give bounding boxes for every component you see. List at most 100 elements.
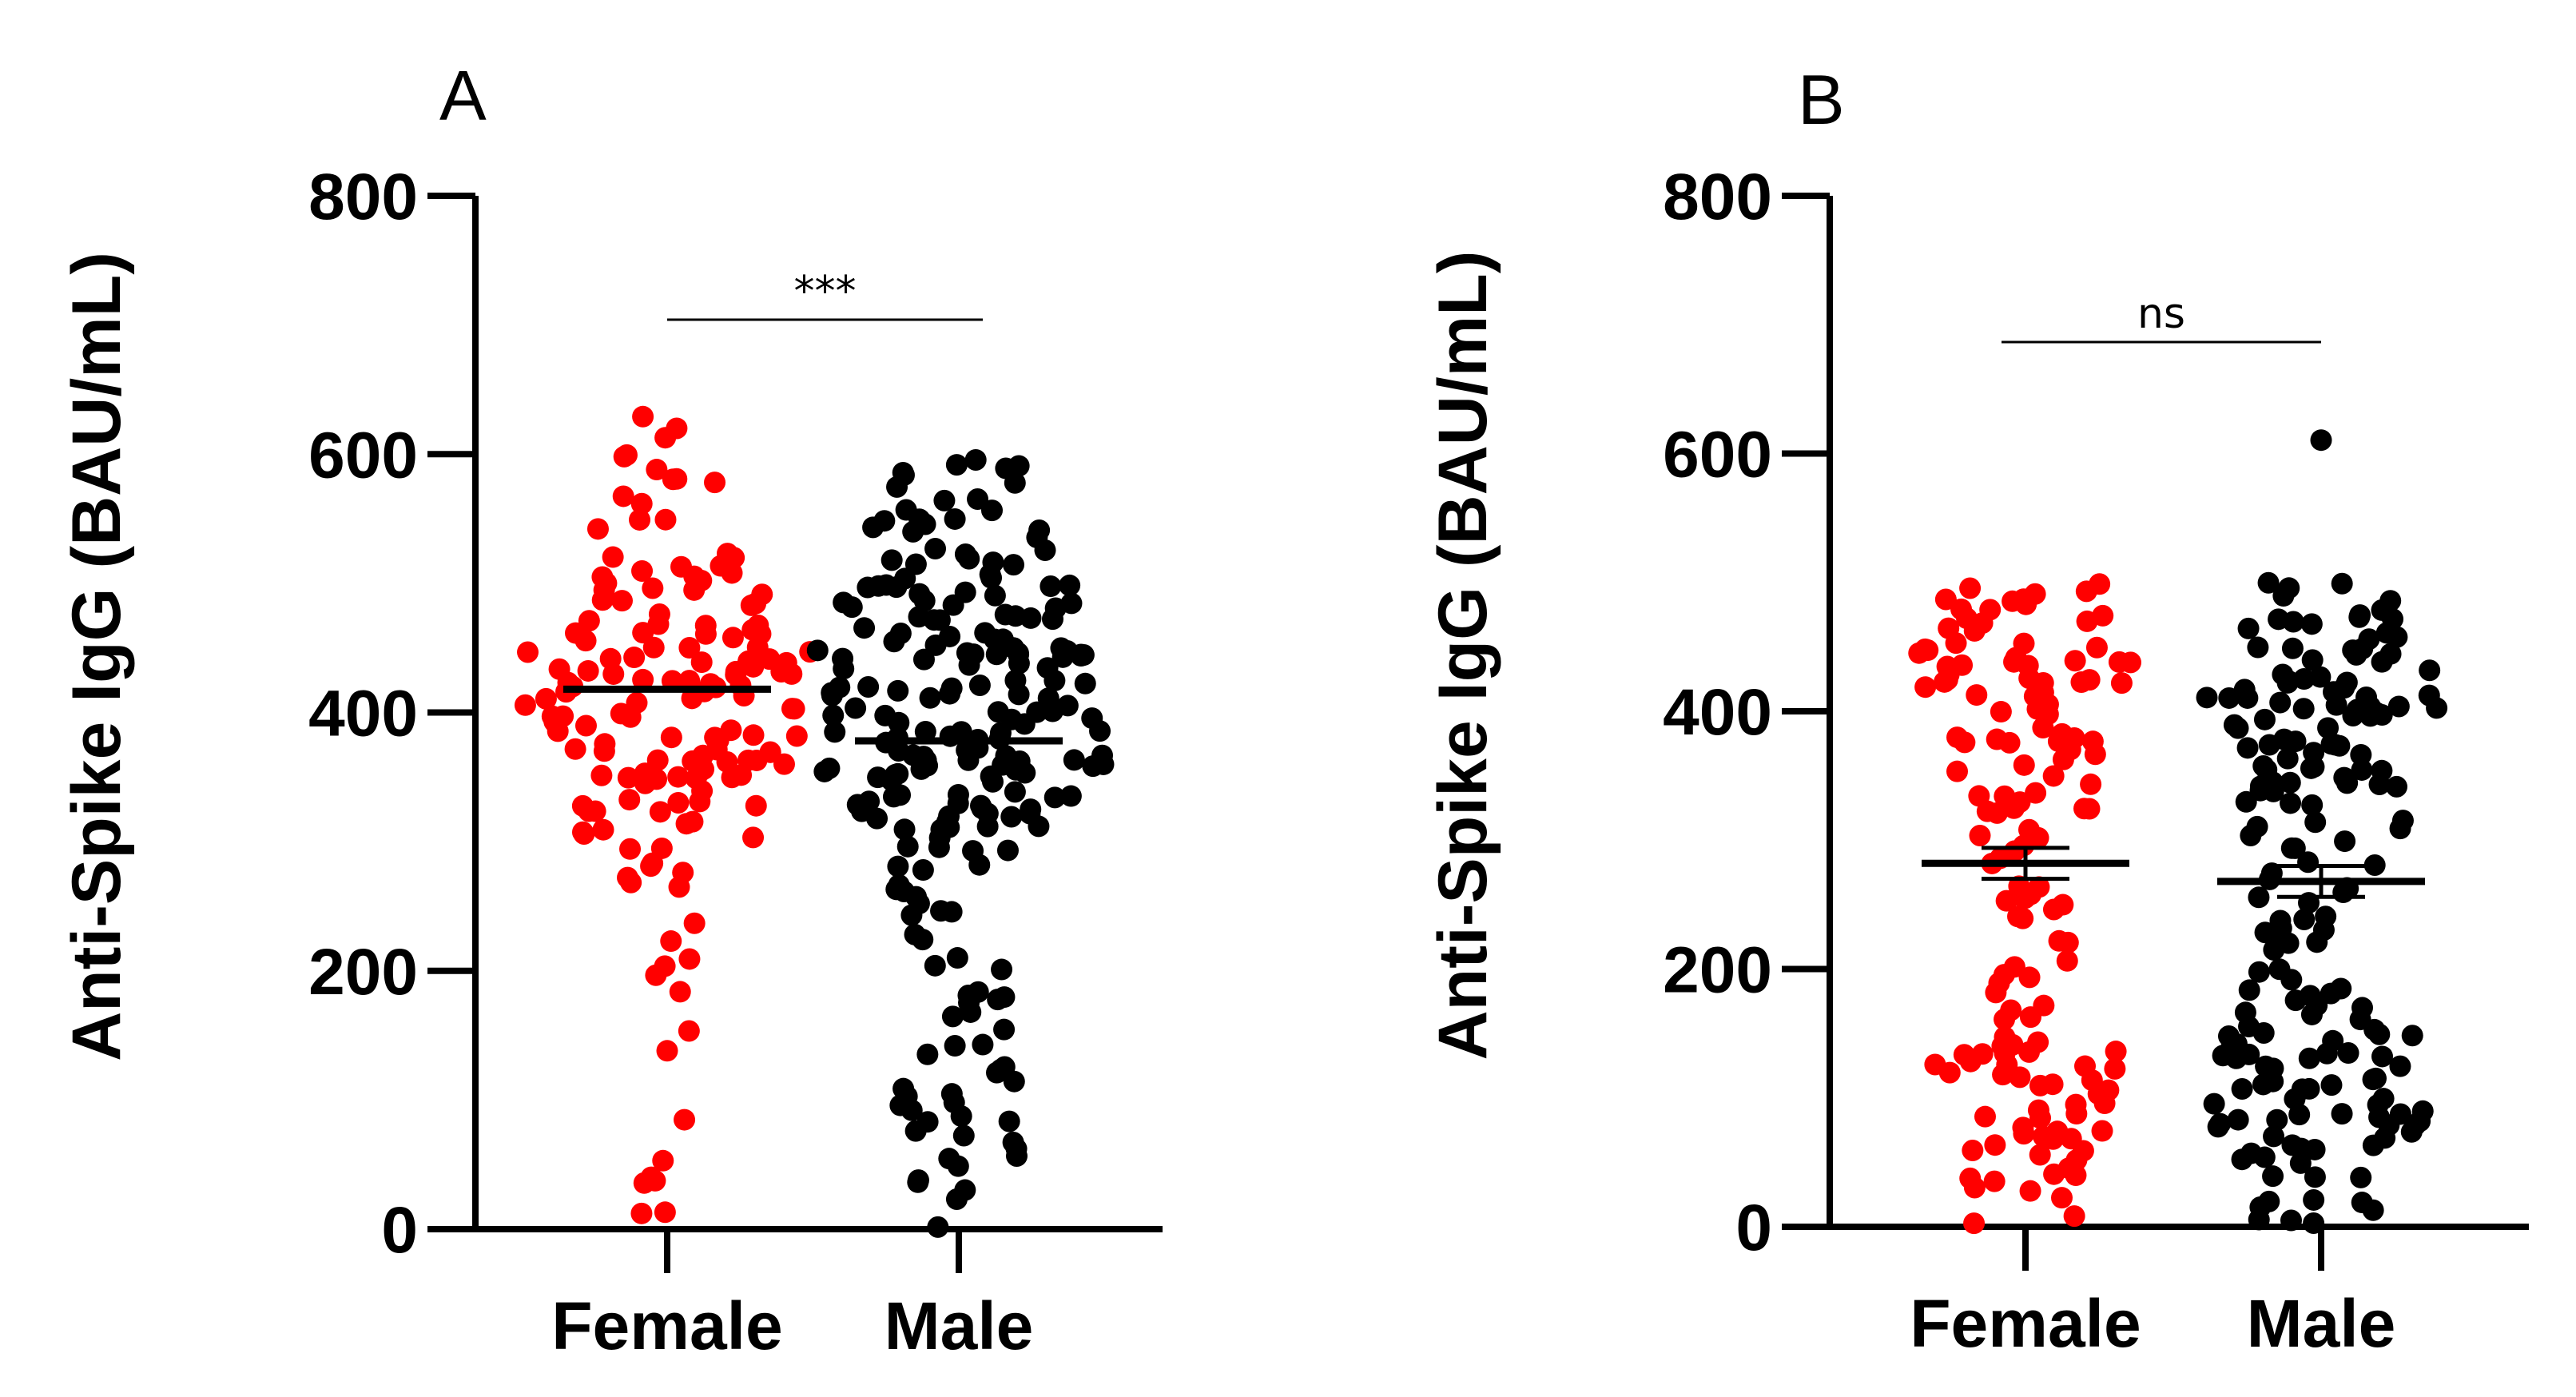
data-point <box>2331 572 2353 595</box>
data-point <box>924 634 947 656</box>
data-point <box>967 981 989 1003</box>
data-point <box>666 417 688 440</box>
data-point <box>2084 743 2106 766</box>
data-point <box>912 648 935 671</box>
data-point <box>938 1148 960 1170</box>
data-point <box>904 923 926 945</box>
data-point <box>2248 961 2270 983</box>
data-point <box>578 610 600 632</box>
data-point <box>722 627 744 649</box>
data-point <box>2020 883 2042 905</box>
data-point <box>916 1043 939 1065</box>
data-point <box>749 623 772 645</box>
data-point <box>1994 1026 2016 1049</box>
data-point <box>1081 707 1103 730</box>
data-point <box>630 492 653 515</box>
data-point <box>618 789 641 811</box>
data-point <box>2085 636 2108 659</box>
data-point <box>689 790 711 813</box>
y-tick-label: 400 <box>308 678 418 750</box>
data-point <box>994 603 1016 626</box>
data-point <box>773 753 795 775</box>
data-point <box>541 705 563 727</box>
data-point <box>785 725 808 747</box>
data-point <box>930 818 952 841</box>
data-point <box>841 596 863 619</box>
data-point <box>2236 737 2259 759</box>
data-point <box>2080 773 2102 795</box>
data-point <box>632 668 654 691</box>
data-point <box>648 603 670 626</box>
data-point <box>1990 701 2012 723</box>
data-point <box>1994 1042 2016 1065</box>
data-point <box>1072 644 1095 667</box>
data-point <box>1000 806 1023 828</box>
data-point <box>2363 1018 2386 1041</box>
data-point <box>896 835 919 858</box>
data-point <box>2280 837 2303 859</box>
data-point <box>678 637 701 659</box>
data-point <box>2349 604 2371 627</box>
data-point <box>1037 687 1059 710</box>
data-point <box>2252 754 2275 777</box>
y-tick-label: 600 <box>1663 419 1772 492</box>
data-point <box>2212 1045 2234 1067</box>
data-point <box>2078 669 2101 691</box>
data-point <box>2277 670 2300 692</box>
data-point <box>2238 1016 2260 1038</box>
data-point <box>1974 1105 1996 1128</box>
data-point <box>1914 638 1936 660</box>
data-point <box>933 489 956 511</box>
data-point <box>2240 825 2262 847</box>
y-tick-label: 0 <box>381 1194 418 1267</box>
data-point <box>1074 672 1096 695</box>
data-point <box>2237 617 2260 639</box>
data-point <box>2029 1144 2051 1166</box>
data-point <box>958 654 980 676</box>
data-point <box>649 801 671 823</box>
y-tick-label: 200 <box>1663 934 1772 1007</box>
data-point <box>2052 894 2074 916</box>
data-point <box>690 651 713 674</box>
data-point <box>595 572 618 595</box>
data-point <box>2320 1074 2343 1097</box>
data-point <box>610 702 632 725</box>
data-point <box>646 749 669 771</box>
data-point <box>2018 1041 2041 1063</box>
data-point <box>992 628 1014 651</box>
data-point <box>2042 765 2065 787</box>
data-point <box>1983 1170 2006 1192</box>
data-point <box>745 794 767 817</box>
data-point <box>623 647 646 669</box>
data-point <box>574 630 597 652</box>
data-point <box>2013 632 2035 655</box>
data-point <box>1008 750 1031 773</box>
data-point <box>1936 668 1958 691</box>
data-point <box>1063 749 1085 771</box>
data-point <box>2076 610 2098 632</box>
data-point <box>2089 573 2111 595</box>
data-point <box>599 647 622 670</box>
data-point <box>1036 657 1059 679</box>
data-point <box>970 794 992 817</box>
data-point <box>2110 672 2133 695</box>
data-point <box>986 1061 1008 1084</box>
data-point <box>678 1020 700 1042</box>
data-point <box>968 674 991 696</box>
data-point <box>1994 1008 2016 1030</box>
data-point <box>717 543 739 565</box>
data-point <box>2404 1114 2427 1136</box>
data-point <box>883 631 905 653</box>
data-point <box>845 697 867 719</box>
data-point <box>578 800 600 822</box>
data-point <box>2012 1116 2034 1139</box>
data-point <box>893 818 916 841</box>
data-point <box>1966 684 1988 706</box>
data-point <box>952 1124 975 1147</box>
data-point <box>2389 1055 2411 1077</box>
data-point <box>972 1033 994 1056</box>
data-point <box>2203 1093 2225 1115</box>
data-point <box>2358 628 2380 651</box>
data-point <box>2284 989 2307 1012</box>
data-point <box>912 859 934 882</box>
